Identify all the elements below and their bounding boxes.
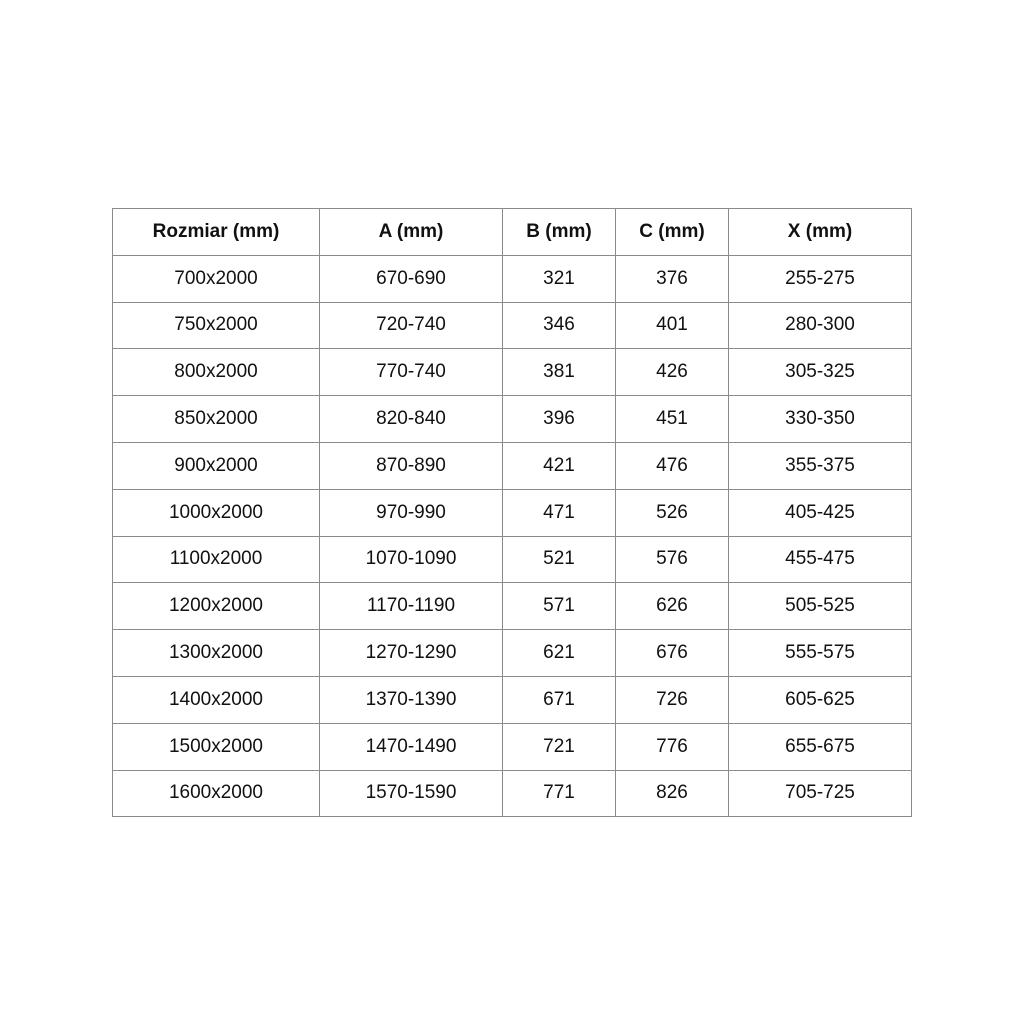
table-row: 1300x2000 1270-1290 621 676 555-575 xyxy=(112,629,912,677)
table-cell: 970-990 xyxy=(319,488,503,537)
table-cell: 676 xyxy=(615,629,729,677)
table-cell: 1070-1090 xyxy=(319,535,503,584)
table-cell: 396 xyxy=(502,395,616,443)
table-cell: 555-575 xyxy=(728,629,912,677)
table-cell: 1300x2000 xyxy=(112,629,320,677)
table-cell: 1600x2000 xyxy=(112,769,320,818)
table-row: 1100x2000 1070-1090 521 576 455-475 xyxy=(112,535,912,584)
table-header-row: Rozmiar (mm) A (mm) B (mm) C (mm) X (mm) xyxy=(112,208,912,256)
column-header: A (mm) xyxy=(319,208,503,256)
table-cell: 255-275 xyxy=(728,254,912,303)
table-cell: 771 xyxy=(502,769,616,818)
column-header: Rozmiar (mm) xyxy=(112,208,320,256)
table-cell: 1500x2000 xyxy=(112,722,320,771)
table-cell: 426 xyxy=(615,348,729,397)
table-row: 850x2000 820-840 396 451 330-350 xyxy=(112,395,912,443)
table-cell: 571 xyxy=(502,582,616,631)
table-cell: 376 xyxy=(615,254,729,303)
table-cell: 1200x2000 xyxy=(112,582,320,631)
table-cell: 721 xyxy=(502,722,616,771)
table-cell: 750x2000 xyxy=(112,301,320,350)
table-cell: 850x2000 xyxy=(112,395,320,443)
table-cell: 720-740 xyxy=(319,301,503,350)
table-cell: 1170-1190 xyxy=(319,582,503,631)
table-cell: 705-725 xyxy=(728,769,912,818)
table-cell: 505-525 xyxy=(728,582,912,631)
table-row: 1400x2000 1370-1390 671 726 605-625 xyxy=(112,675,912,724)
table-cell: 800x2000 xyxy=(112,348,320,397)
table-cell: 776 xyxy=(615,722,729,771)
table-cell: 605-625 xyxy=(728,675,912,724)
table-cell: 770-740 xyxy=(319,348,503,397)
table-cell: 321 xyxy=(502,254,616,303)
table-row: 700x2000 670-690 321 376 255-275 xyxy=(112,254,912,303)
table-cell: 826 xyxy=(615,769,729,818)
table-cell: 576 xyxy=(615,535,729,584)
table-cell: 670-690 xyxy=(319,254,503,303)
table-cell: 471 xyxy=(502,488,616,537)
table-cell: 1400x2000 xyxy=(112,675,320,724)
table-cell: 305-325 xyxy=(728,348,912,397)
column-header: B (mm) xyxy=(502,208,616,256)
table-cell: 451 xyxy=(615,395,729,443)
table-cell: 1100x2000 xyxy=(112,535,320,584)
table-cell: 330-350 xyxy=(728,395,912,443)
table-cell: 726 xyxy=(615,675,729,724)
table-cell: 655-675 xyxy=(728,722,912,771)
table-cell: 521 xyxy=(502,535,616,584)
table-row: 1000x2000 970-990 471 526 405-425 xyxy=(112,488,912,537)
table-cell: 626 xyxy=(615,582,729,631)
table-cell: 1470-1490 xyxy=(319,722,503,771)
table-cell: 1370-1390 xyxy=(319,675,503,724)
table-cell: 421 xyxy=(502,441,616,490)
table-cell: 900x2000 xyxy=(112,441,320,490)
table-cell: 476 xyxy=(615,441,729,490)
table-row: 800x2000 770-740 381 426 305-325 xyxy=(112,348,912,397)
size-table: Rozmiar (mm) A (mm) B (mm) C (mm) X (mm) 700… xyxy=(112,208,912,818)
table-cell: 621 xyxy=(502,629,616,677)
table-cell: 671 xyxy=(502,675,616,724)
table-cell: 280-300 xyxy=(728,301,912,350)
table-cell: 381 xyxy=(502,348,616,397)
table-row: 1500x2000 1470-1490 721 776 655-675 xyxy=(112,722,912,771)
table-cell: 1000x2000 xyxy=(112,488,320,537)
table-row: 1600x2000 1570-1590 771 826 705-725 xyxy=(112,769,912,818)
table-cell: 700x2000 xyxy=(112,254,320,303)
table-cell: 870-890 xyxy=(319,441,503,490)
table-cell: 401 xyxy=(615,301,729,350)
table-cell: 526 xyxy=(615,488,729,537)
column-header: X (mm) xyxy=(728,208,912,256)
table-body: 700x2000 670-690 321 376 255-275 750x2000 720-… xyxy=(112,254,912,818)
table-cell: 1570-1590 xyxy=(319,769,503,818)
column-header: C (mm) xyxy=(615,208,729,256)
table-cell: 1270-1290 xyxy=(319,629,503,677)
table-cell: 355-375 xyxy=(728,441,912,490)
table-row: 750x2000 720-740 346 401 280-300 xyxy=(112,301,912,350)
table-row: 900x2000 870-890 421 476 355-375 xyxy=(112,441,912,490)
table-row: 1200x2000 1170-1190 571 626 505-525 xyxy=(112,582,912,631)
table-cell: 346 xyxy=(502,301,616,350)
table-cell: 405-425 xyxy=(728,488,912,537)
table-cell: 820-840 xyxy=(319,395,503,443)
table-cell: 455-475 xyxy=(728,535,912,584)
